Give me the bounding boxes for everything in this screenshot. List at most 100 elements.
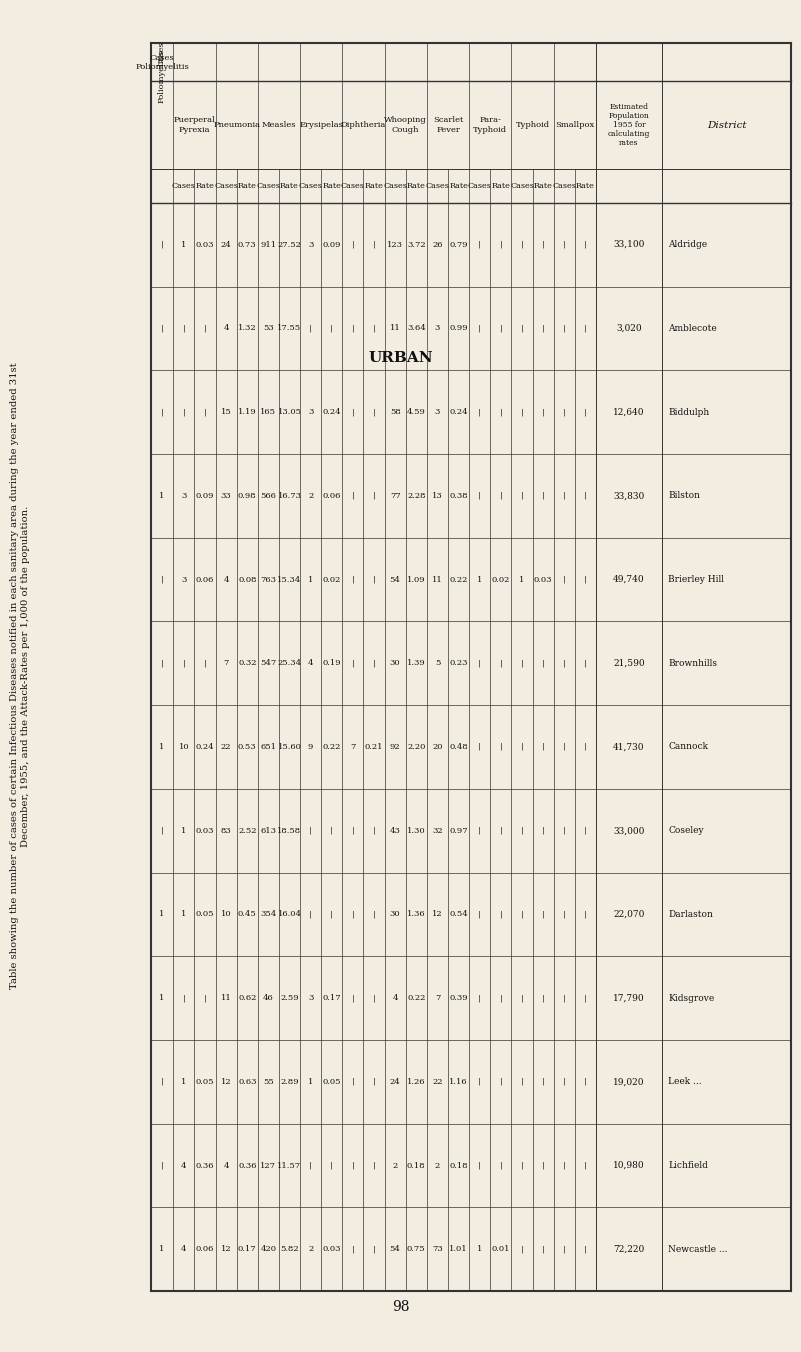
Text: |: | <box>563 1245 566 1253</box>
Text: |: | <box>352 660 354 668</box>
Text: |: | <box>541 1245 545 1253</box>
Text: Scarlet
Fever: Scarlet Fever <box>433 116 463 134</box>
Text: 1: 1 <box>159 744 165 750</box>
Text: Rate: Rate <box>238 183 256 189</box>
Text: 2.20: 2.20 <box>407 744 425 750</box>
Text: 547: 547 <box>260 660 276 668</box>
Text: |: | <box>584 1161 587 1169</box>
Text: |: | <box>499 744 502 750</box>
Text: 0.38: 0.38 <box>449 492 468 500</box>
Text: 1.32: 1.32 <box>238 324 256 333</box>
Text: 43: 43 <box>390 826 400 834</box>
Text: 16.73: 16.73 <box>277 492 301 500</box>
Text: 4: 4 <box>392 994 398 1002</box>
Text: |: | <box>160 660 163 668</box>
Text: 0.02: 0.02 <box>323 576 341 584</box>
Text: |: | <box>541 324 545 333</box>
Text: |: | <box>352 408 354 416</box>
Text: 566: 566 <box>260 492 276 500</box>
Text: |: | <box>478 408 481 416</box>
Text: 0.05: 0.05 <box>323 1078 341 1086</box>
Text: 98: 98 <box>392 1301 409 1314</box>
Text: 15.60: 15.60 <box>278 744 301 750</box>
Text: 0.54: 0.54 <box>449 910 468 918</box>
Text: 54: 54 <box>390 576 400 584</box>
Text: 20: 20 <box>433 744 443 750</box>
Text: 0.22: 0.22 <box>407 994 425 1002</box>
Text: 1: 1 <box>519 576 525 584</box>
Text: 0.97: 0.97 <box>449 826 468 834</box>
Text: 4.59: 4.59 <box>407 408 426 416</box>
Text: 24: 24 <box>390 1078 400 1086</box>
Text: |: | <box>309 910 312 918</box>
Text: 3: 3 <box>181 492 187 500</box>
Text: Rate: Rate <box>449 183 468 189</box>
Text: |: | <box>584 994 587 1002</box>
Text: 127: 127 <box>260 1161 276 1169</box>
Text: Rate: Rate <box>280 183 299 189</box>
Text: Cases: Cases <box>214 183 238 189</box>
Text: Aldridge: Aldridge <box>668 241 707 249</box>
Text: |: | <box>203 408 207 416</box>
Text: |: | <box>183 994 185 1002</box>
Text: |: | <box>584 408 587 416</box>
Text: Cases: Cases <box>172 183 195 189</box>
Text: |: | <box>372 324 376 333</box>
Text: 1.19: 1.19 <box>238 408 256 416</box>
Text: |: | <box>330 1161 333 1169</box>
Text: |: | <box>478 324 481 333</box>
Text: 46: 46 <box>263 994 274 1002</box>
Text: |: | <box>584 910 587 918</box>
Text: |: | <box>584 492 587 500</box>
Text: 22: 22 <box>221 744 231 750</box>
Text: |: | <box>521 826 523 834</box>
Text: |: | <box>352 241 354 249</box>
Text: 30: 30 <box>390 660 400 668</box>
Text: 1: 1 <box>308 1078 313 1086</box>
Text: 3: 3 <box>308 408 313 416</box>
Text: |: | <box>352 324 354 333</box>
Text: |: | <box>541 492 545 500</box>
Text: |: | <box>352 576 354 584</box>
Text: Darlaston: Darlaston <box>668 910 713 919</box>
Text: |: | <box>160 324 163 333</box>
Text: |: | <box>499 241 502 249</box>
Text: 19,020: 19,020 <box>614 1078 645 1087</box>
Text: 911: 911 <box>260 241 276 249</box>
Text: 0.05: 0.05 <box>195 910 214 918</box>
Text: 1: 1 <box>159 1245 165 1253</box>
Text: 4: 4 <box>181 1245 187 1253</box>
Text: 53: 53 <box>263 324 274 333</box>
Text: |: | <box>372 241 376 249</box>
Text: 0.98: 0.98 <box>238 492 256 500</box>
Text: |: | <box>584 1078 587 1086</box>
Text: 165: 165 <box>260 408 276 416</box>
Text: |: | <box>183 324 185 333</box>
Text: 2.59: 2.59 <box>280 994 299 1002</box>
Text: |: | <box>584 744 587 750</box>
Text: 15: 15 <box>221 408 231 416</box>
Text: Cases: Cases <box>468 183 492 189</box>
Text: |: | <box>478 994 481 1002</box>
Text: 2: 2 <box>308 492 313 500</box>
Text: 1: 1 <box>181 910 187 918</box>
Text: 0.17: 0.17 <box>238 1245 256 1253</box>
Text: Table showing the number of cases of certain Infectious Diseases notified in eac: Table showing the number of cases of cer… <box>10 362 30 990</box>
Text: |: | <box>352 1245 354 1253</box>
Text: 0.09: 0.09 <box>323 241 341 249</box>
Text: |: | <box>372 492 376 500</box>
Text: |: | <box>541 910 545 918</box>
Text: Estimated
Population
1955 for
calculating
rates: Estimated Population 1955 for calculatin… <box>608 103 650 147</box>
Text: 33: 33 <box>221 492 231 500</box>
Text: |: | <box>563 1161 566 1169</box>
Text: Cases: Cases <box>256 183 280 189</box>
Text: 17,790: 17,790 <box>613 994 645 1003</box>
Text: 0.05: 0.05 <box>195 1078 214 1086</box>
Text: |: | <box>372 1161 376 1169</box>
Text: |: | <box>372 994 376 1002</box>
Text: |: | <box>521 492 523 500</box>
Text: |: | <box>478 1078 481 1086</box>
Text: 3: 3 <box>181 576 187 584</box>
Text: 2.89: 2.89 <box>280 1078 299 1086</box>
Text: 1: 1 <box>159 994 165 1002</box>
